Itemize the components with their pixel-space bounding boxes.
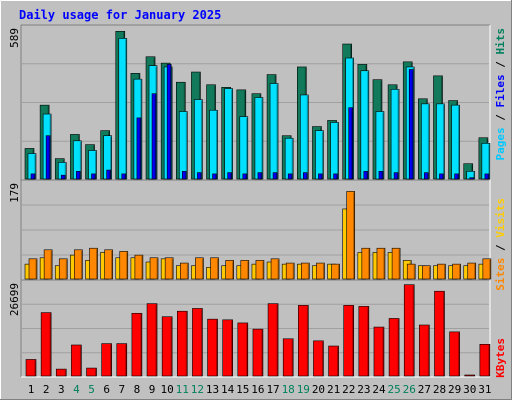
day-label: 11 <box>176 383 189 396</box>
day-label: 27 <box>418 383 431 396</box>
day-label: 16 <box>251 383 264 396</box>
day-label: 19 <box>297 383 310 396</box>
day-label: 10 <box>161 383 174 396</box>
day-label: 8 <box>134 383 141 396</box>
day-label: 29 <box>448 383 461 396</box>
kbytes-axis-max-label: 26699 <box>8 283 21 316</box>
day-label: 12 <box>191 383 204 396</box>
day-label: 5 <box>88 383 95 396</box>
day-label: 26 <box>403 383 416 396</box>
day-label: 28 <box>433 383 446 396</box>
visits-axis-max-label: 179 <box>8 183 21 203</box>
day-label: 22 <box>342 383 355 396</box>
kbytes-bar <box>465 375 475 376</box>
day-label: 4 <box>73 383 80 396</box>
day-label: 7 <box>118 383 125 396</box>
day-label: 25 <box>387 383 400 396</box>
day-label: 24 <box>372 383 386 396</box>
day-label: 9 <box>149 383 156 396</box>
day-label: 17 <box>266 383 279 396</box>
hits-axis-max-label: 589 <box>8 28 21 48</box>
day-label: 6 <box>103 383 110 396</box>
chart-title: Daily usage for January 2025 <box>19 8 221 22</box>
day-label: 20 <box>312 383 325 396</box>
legend-kbytes: KBytes <box>494 338 507 378</box>
day-label: 1 <box>28 383 35 396</box>
day-label: 30 <box>463 383 476 396</box>
legend-sites-visits: Sites / Visits <box>494 198 507 291</box>
day-label: 14 <box>221 383 235 396</box>
day-label: 18 <box>282 383 295 396</box>
day-label: 21 <box>327 383 340 396</box>
day-label: 2 <box>43 383 50 396</box>
day-label: 31 <box>478 383 491 396</box>
legend-pages-files-hits: Pages / Files / Hits <box>494 28 507 161</box>
day-label: 23 <box>357 383 370 396</box>
day-label: 13 <box>206 383 219 396</box>
day-label: 3 <box>58 383 65 396</box>
day-label: 15 <box>236 383 249 396</box>
